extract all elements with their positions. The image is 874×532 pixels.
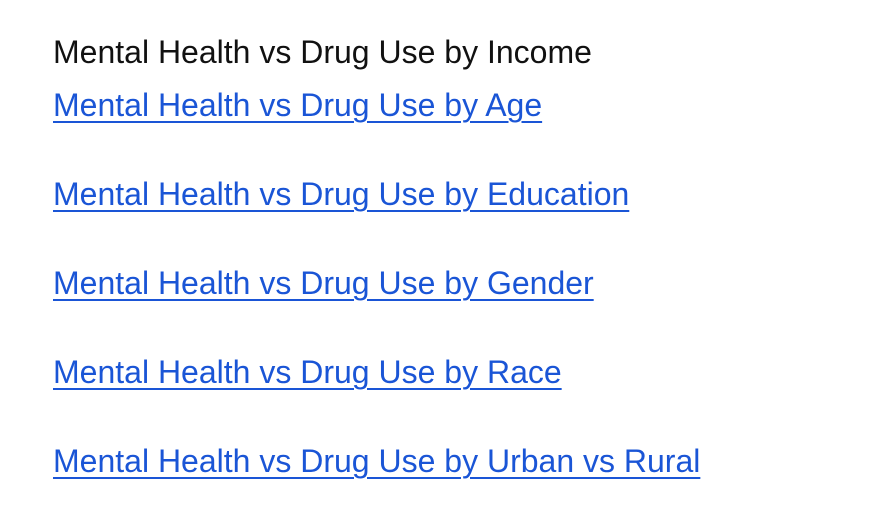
link-list: Mental Health vs Drug Use by Age Mental … [53,84,700,529]
list-item: Mental Health vs Drug Use by Urban vs Ru… [53,440,700,529]
list-item: Mental Health vs Drug Use by Race [53,351,700,440]
link-by-urban-vs-rural[interactable]: Mental Health vs Drug Use by Urban vs Ru… [53,443,701,479]
list-item: Mental Health vs Drug Use by Age [53,84,700,173]
list-item: Mental Health vs Drug Use by Gender [53,262,700,351]
link-by-age[interactable]: Mental Health vs Drug Use by Age [53,87,543,123]
list-item: Mental Health vs Drug Use by Education [53,173,700,262]
link-by-education[interactable]: Mental Health vs Drug Use by Education [53,176,630,212]
link-by-race[interactable]: Mental Health vs Drug Use by Race [53,354,562,390]
link-by-gender[interactable]: Mental Health vs Drug Use by Gender [53,265,594,301]
current-page-label: Mental Health vs Drug Use by Income [53,34,592,70]
